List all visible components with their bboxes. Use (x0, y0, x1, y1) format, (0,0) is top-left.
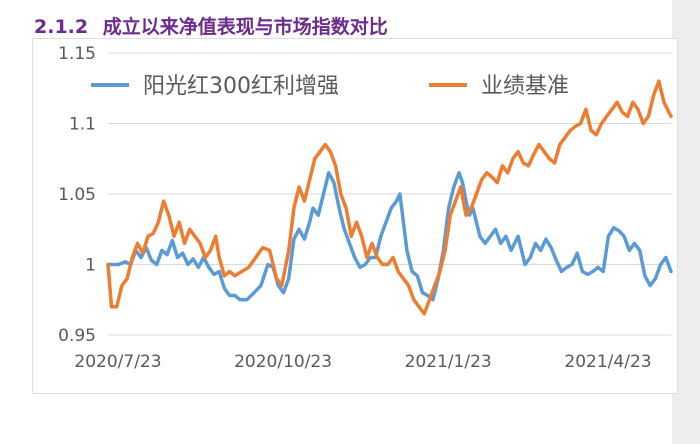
y-tick-label: 0.95 (58, 326, 96, 346)
benchmark-series-line (106, 79, 673, 316)
y-tick-label: 1.15 (58, 44, 96, 64)
section-number: 2.1.2 (34, 16, 89, 38)
x-axis-ticks: 2020/7/23 2020/10/23 2021/1/23 2021/4/23 (74, 352, 651, 372)
legend-label: 阳光红300红利增强 (143, 74, 339, 99)
series-lines (106, 79, 673, 316)
legend: 阳光红300红利增强 业绩基准 (91, 74, 569, 99)
section-title: 成立以来净值表现与市场指数对比 (102, 16, 388, 38)
section-heading: 2.1.2 成立以来净值表现与市场指数对比 (34, 12, 388, 39)
y-tick-label: 1 (85, 256, 96, 276)
y-tick-label: 1.05 (58, 185, 96, 205)
x-tick-label: 2021/1/23 (405, 352, 492, 372)
nav-comparison-chart: 0.95 1 1.05 1.1 1.15 2020/7/23 2020/10/23 2021… (58, 44, 673, 372)
x-tick-label: 2021/4/23 (564, 352, 651, 372)
x-tick-label: 2020/7/23 (74, 352, 161, 372)
x-tick-label: 2020/10/23 (234, 352, 332, 372)
legend-label: 业绩基准 (481, 74, 569, 99)
y-tick-label: 1.1 (69, 115, 96, 135)
y-axis-ticks: 0.95 1 1.05 1.1 1.15 (58, 44, 96, 346)
fund-series-line (106, 171, 673, 302)
chart-panel: 0.95 1 1.05 1.1 1.15 2020/7/23 2020/10/23 2021… (32, 38, 678, 394)
